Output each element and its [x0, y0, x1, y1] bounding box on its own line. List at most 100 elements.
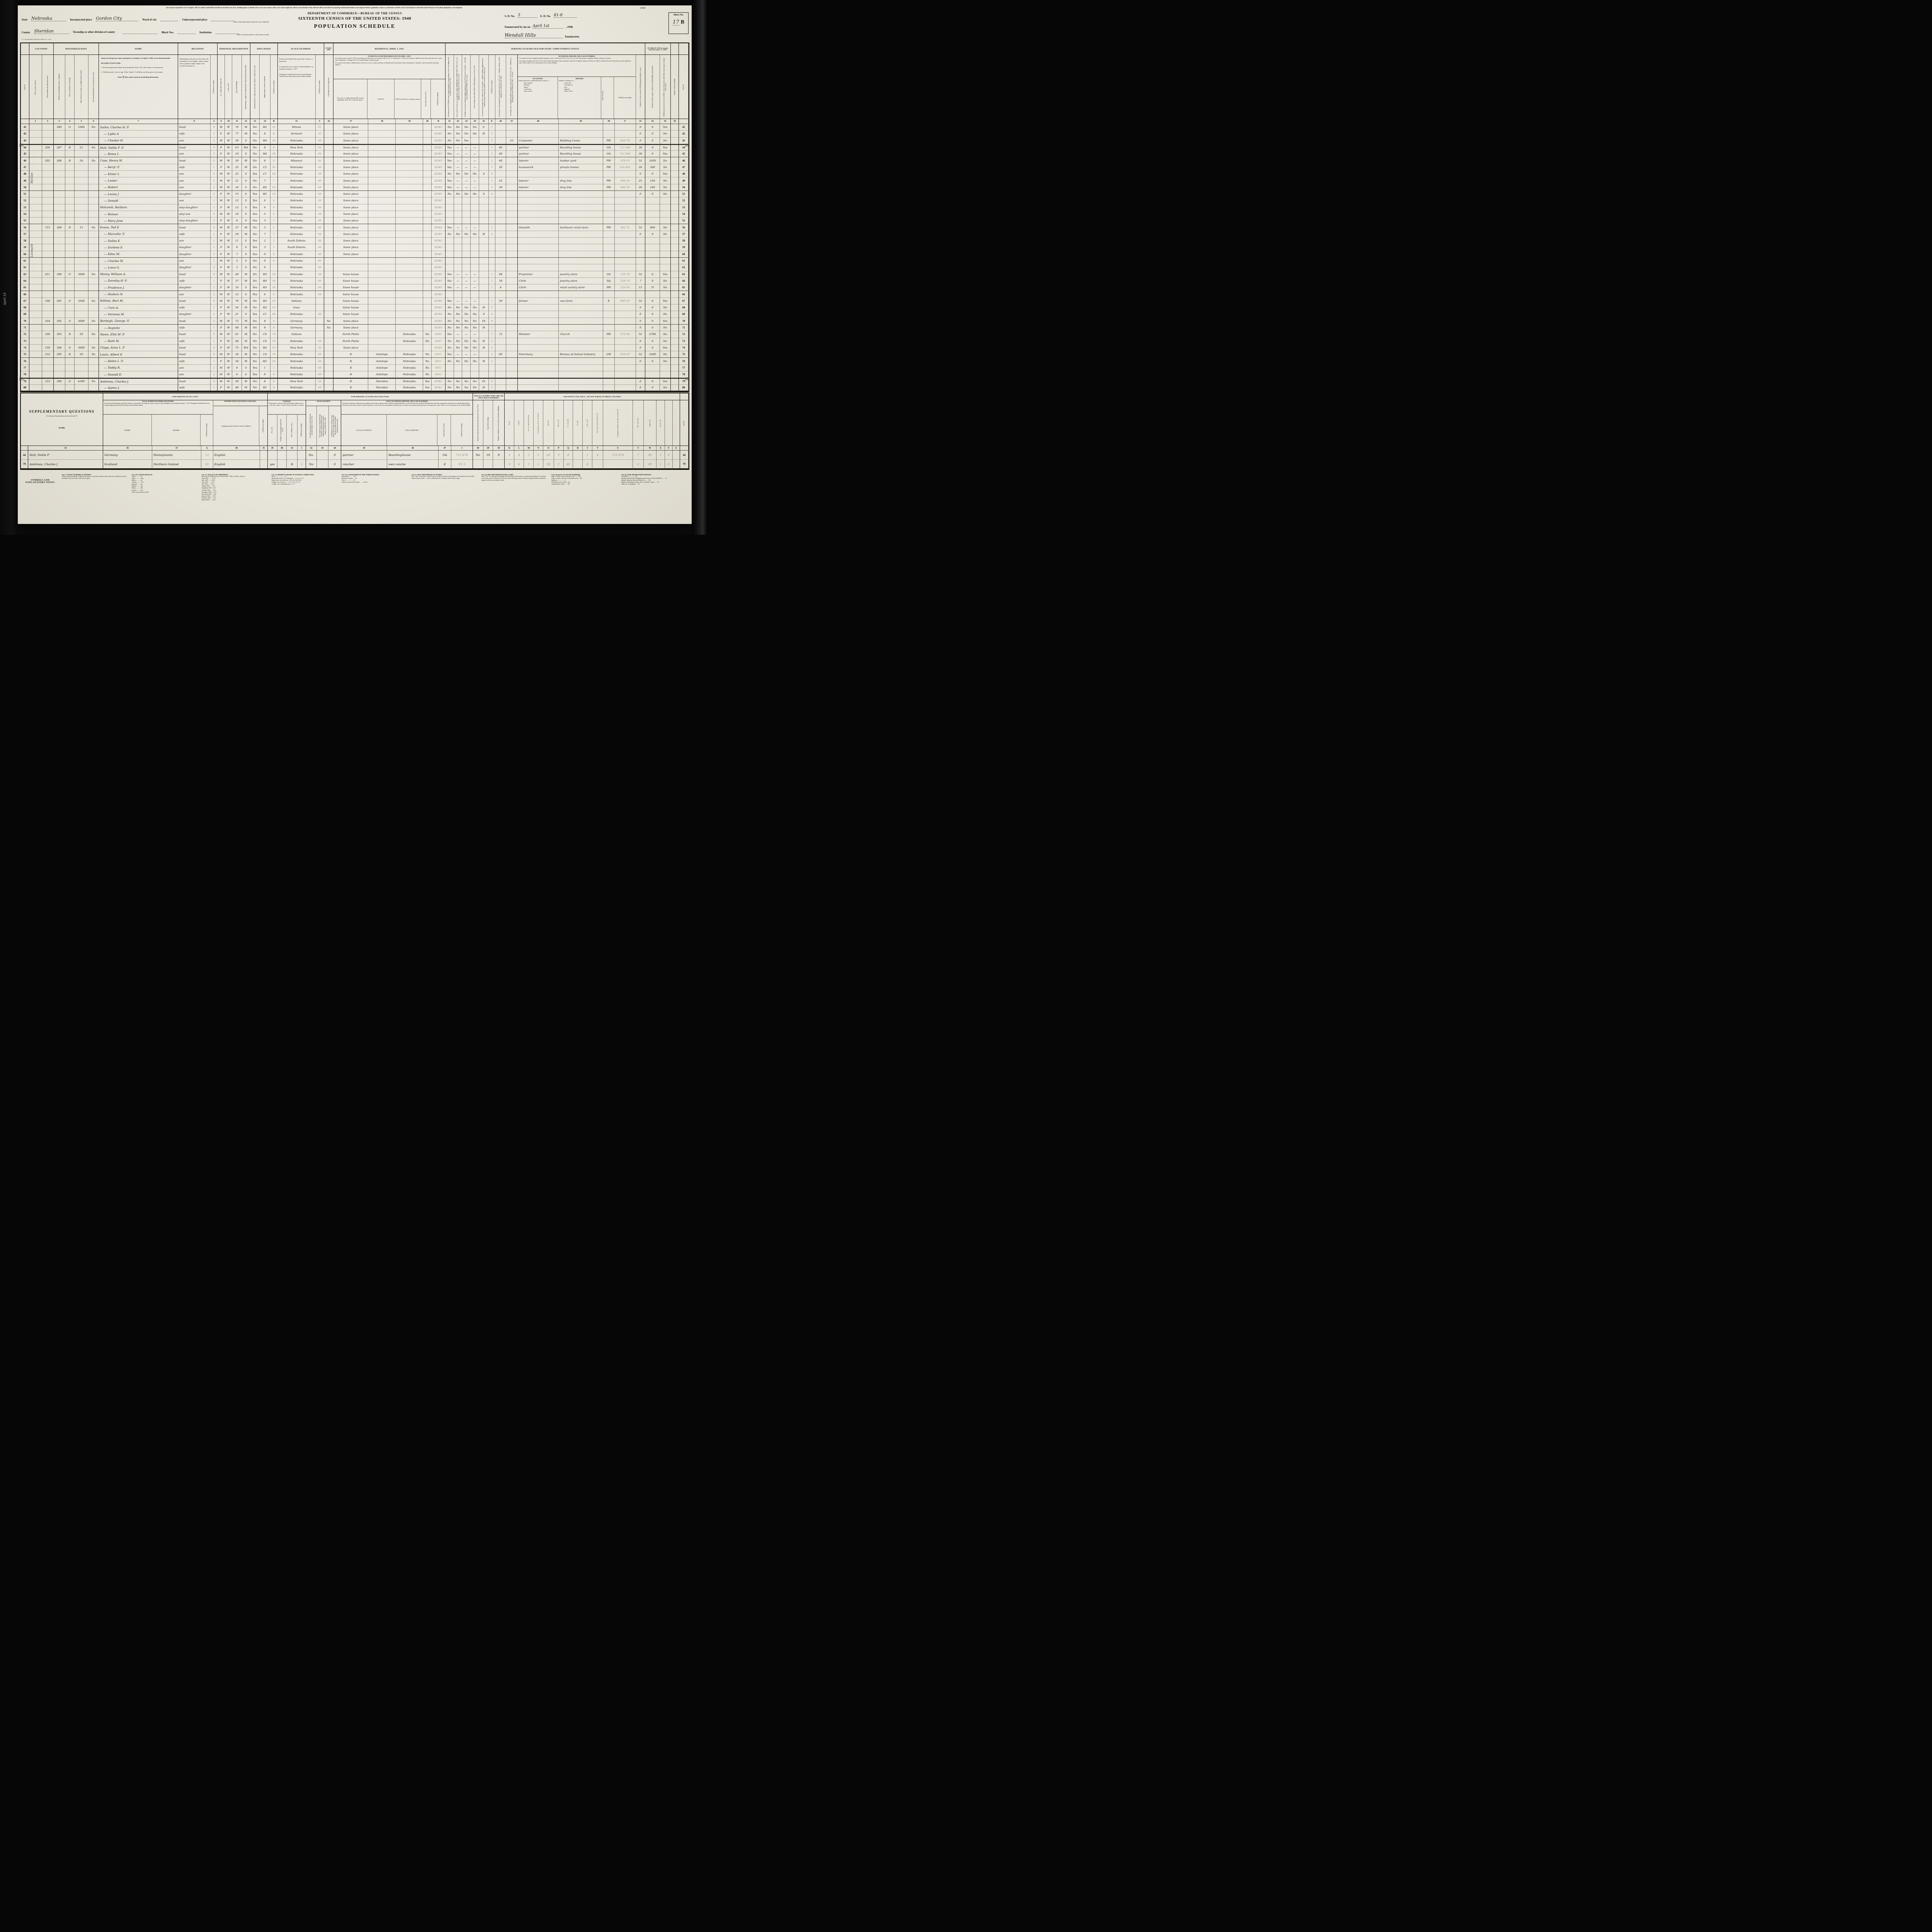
cell-76-c26 [495, 358, 506, 365]
cell-77-c6 [88, 364, 99, 371]
cell-60-c32 [645, 251, 660, 258]
cell-54-c21 [445, 211, 454, 218]
supp-col-desc-oP: Mar. st. (12) [554, 400, 564, 446]
cell-74-c8: head [178, 344, 211, 352]
cell-74-c6: No [88, 344, 99, 352]
cell-54-c13: Yes [250, 211, 260, 218]
cell-50-c28: laborer [517, 184, 559, 191]
group-spacer [21, 43, 29, 55]
cell-42-lr: 42 [679, 131, 689, 138]
cell-48-lr: 48 [679, 171, 689, 178]
cell-68-c23: No [462, 304, 471, 311]
supp-number-X: X [656, 446, 665, 451]
cell-43-c9: M [218, 137, 225, 144]
cell-50-cB: 10 [270, 184, 278, 191]
column-number-29: 29 [559, 119, 603, 124]
cell-57-c16 [324, 231, 334, 238]
cell-46-c17: Same place [333, 157, 369, 164]
cell-49-c28: laborer [517, 177, 559, 184]
cell-60-c20 [423, 251, 432, 258]
cell-77-c12: S [242, 364, 250, 371]
cell-46-cC: 66 [315, 157, 324, 164]
cell-69-c5 [75, 311, 88, 318]
cell-72-c5: 20 [75, 331, 88, 338]
cell-52-c34 [670, 197, 679, 204]
cell-63-c15: Nebraska [277, 271, 316, 278]
cell-62-c23 [462, 264, 471, 271]
supp-col-desc-oY [665, 400, 673, 446]
note-line: December 1939 .... 3/12 [202, 493, 216, 495]
supp-number-39: 39 [267, 446, 277, 451]
cell-63-c18 [368, 271, 396, 278]
supp-subgroup-s42: SOCIAL SECURITY Does this person have a F… [306, 400, 342, 446]
cell-56-cC: 69 [315, 224, 324, 231]
cell-73-c34 [670, 338, 679, 345]
cell-68-c16 [324, 304, 334, 311]
cell-75-c19: Nebraska [396, 351, 423, 358]
cell-41-c29 [559, 124, 603, 131]
cell-46-c13: No [250, 157, 260, 164]
column-desc-c23: If neither at work nor assigned to publi… [462, 55, 471, 119]
cell-67-c32: 0 [645, 298, 660, 305]
cell-68-c15: Iowa [277, 304, 316, 311]
cell-76-c10: W [225, 358, 233, 365]
cell-57-c20 [423, 231, 432, 238]
cell-56-c26 [495, 224, 506, 231]
cell-60-cB: 0 [270, 251, 278, 258]
cell-79-c13: No [250, 378, 260, 385]
column-number-16: 16 [324, 119, 334, 124]
note-line: Alien ..................... Al [342, 480, 355, 481]
cell-70-c16: Na [324, 318, 334, 325]
cell-65-c1 [29, 284, 42, 291]
cell-42-c7: — Lydia A [99, 131, 178, 138]
cell-65-c24: — [471, 284, 480, 291]
cell-78-c33 [660, 371, 671, 378]
cell-56-c29: hardware retail store [559, 224, 603, 231]
cell-55-c13: Yes [250, 218, 260, 224]
gpo-imprint: U. S. GOVERNMENT PRINTING OFFICE 16—1137… [22, 39, 51, 40]
cell-58-c8: son [178, 238, 211, 245]
cell-73-c24: No [471, 338, 480, 345]
cell-70-c32: 0 [645, 318, 660, 325]
cell-62-c24 [471, 264, 480, 271]
cell-41-c32: 0 [645, 124, 660, 131]
cell-62-cA: 2 [211, 264, 218, 271]
supp-cell-44-s38: English [213, 451, 260, 460]
cell-50-c21: Yes [445, 184, 454, 191]
cell-72-cF: V18 94 [614, 331, 636, 338]
cell-46-lr: 46 [679, 157, 689, 164]
cell-50-c14: H2 [260, 184, 270, 191]
column-group-residence-april-1-1935: RESIDENCE, APRIL 1, 1935 [333, 43, 446, 55]
cell-47-c21: Yes [445, 164, 454, 171]
cell-55-c28 [517, 218, 559, 224]
note-line: Hindu ............ Hin [132, 487, 143, 489]
cell-60-c17: Same place [333, 251, 369, 258]
column-desc-text: Citizenship of the foreign born [327, 77, 330, 97]
cell-59-c25 [479, 244, 489, 251]
cell-64-c30: Np [603, 277, 615, 285]
cell-63-cA: 0 [211, 271, 218, 278]
cell-79-cE: 8 [488, 378, 496, 385]
cell-56-c11: 37 [232, 224, 242, 231]
incorporated-place-value: Gordon City [96, 16, 139, 21]
cell-50-c24: — [471, 184, 480, 191]
cell-65-c30: PW [603, 284, 615, 291]
cell-64-c2 [42, 277, 54, 285]
cell-64-c12: M [242, 277, 250, 285]
cell-58-c19 [396, 238, 423, 245]
cell-56-c2: 715 [42, 224, 54, 231]
cell-43-c8: son [178, 137, 211, 144]
note-title: Col. 11. AGE AT LAST BIRTHDAY: [202, 474, 228, 476]
cell-58-c2 [42, 238, 54, 245]
cell-42-cD: XOXO [432, 131, 446, 138]
cell-60-c7: — Edna M. [99, 251, 178, 258]
cell-64-c11: 37 [232, 277, 242, 285]
cell-73-c17: North Platte [333, 338, 369, 345]
cell-55-c10: W [225, 218, 233, 224]
cell-58-c12: S [242, 238, 250, 245]
cell-42-cE: 5 [488, 131, 496, 138]
cell-74-c2: 156 [42, 344, 54, 352]
cell-69-c24: No [471, 311, 480, 318]
cell-49-c13: No [250, 177, 260, 184]
cell-62-c7: — Loice G. [99, 264, 178, 271]
